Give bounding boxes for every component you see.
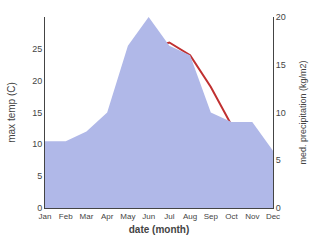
svg-text:date (month): date (month) [129,224,190,235]
svg-text:med. precipitation (kg/m2): med. precipitation (kg/m2) [298,60,308,164]
svg-text:Nov: Nov [245,212,259,221]
svg-text:15: 15 [32,108,42,118]
svg-text:Feb: Feb [59,212,73,221]
svg-text:Oct: Oct [225,212,238,221]
svg-text:Apr: Apr [101,212,114,221]
svg-text:Jan: Jan [39,212,52,221]
svg-text:max temp (C): max temp (C) [6,82,17,143]
svg-text:Aug: Aug [183,212,197,221]
svg-text:Jul: Jul [164,212,174,221]
svg-text:Mar: Mar [80,212,94,221]
svg-text:Sep: Sep [204,212,219,221]
svg-text:5: 5 [37,171,42,181]
svg-text:25: 25 [32,44,42,54]
svg-text:20: 20 [32,76,42,86]
svg-text:10: 10 [276,108,286,118]
svg-text:Dec: Dec [266,212,280,221]
svg-text:20: 20 [276,12,286,22]
svg-text:15: 15 [276,60,286,70]
svg-text:May: May [120,212,135,221]
svg-text:5: 5 [276,155,281,165]
svg-text:0: 0 [37,203,42,213]
svg-text:0: 0 [276,203,281,213]
svg-text:10: 10 [32,139,42,149]
svg-text:Jun: Jun [142,212,155,221]
